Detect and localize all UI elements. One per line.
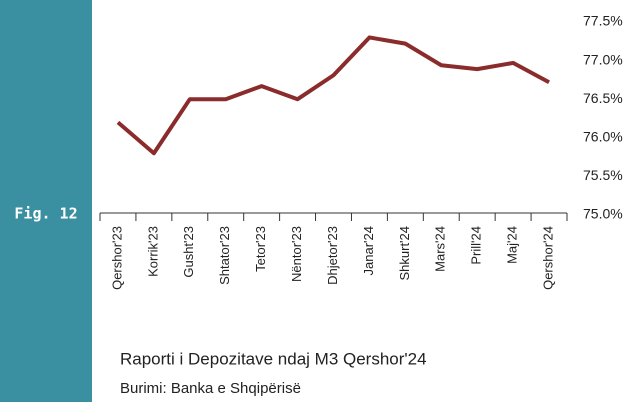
x-tick-label: Qershor'23 bbox=[109, 226, 124, 290]
source: Burimi: Banka e Shqipërisë bbox=[120, 380, 301, 397]
x-tick-label: Gusht'23 bbox=[181, 226, 196, 278]
y-tick-label: 77.0% bbox=[583, 51, 623, 67]
sidebar bbox=[0, 0, 92, 402]
x-tick-label: Janar'24 bbox=[361, 226, 376, 275]
y-tick-label: 77.5% bbox=[583, 13, 623, 29]
x-tick-label: Tetor'23 bbox=[253, 226, 268, 272]
x-tick-label: Qershor'24 bbox=[540, 226, 555, 290]
x-tick-label: Korrik'23 bbox=[145, 226, 160, 277]
x-tick-label: Mars'24 bbox=[433, 226, 448, 272]
figure-label: Fig. 12 bbox=[14, 205, 77, 223]
x-tick-label: Dhjetor'23 bbox=[325, 226, 340, 285]
x-tick-label: Shkurt'24 bbox=[397, 226, 412, 281]
y-tick-label: 76.5% bbox=[583, 90, 623, 106]
y-tick-label: 76.0% bbox=[583, 129, 623, 145]
chart-title: Raporti i Depozitave ndaj M3 Qershor'24 bbox=[120, 349, 427, 368]
x-tick-label: Prill'24 bbox=[469, 226, 484, 265]
y-tick-label: 75.0% bbox=[583, 206, 623, 222]
x-tick-label: Maj'24 bbox=[505, 226, 520, 264]
data-line bbox=[116, 35, 550, 156]
x-tick-label: Shtator'23 bbox=[217, 226, 232, 285]
y-tick-label: 75.5% bbox=[583, 167, 623, 183]
x-tick-label: Nëntor'23 bbox=[289, 226, 304, 282]
